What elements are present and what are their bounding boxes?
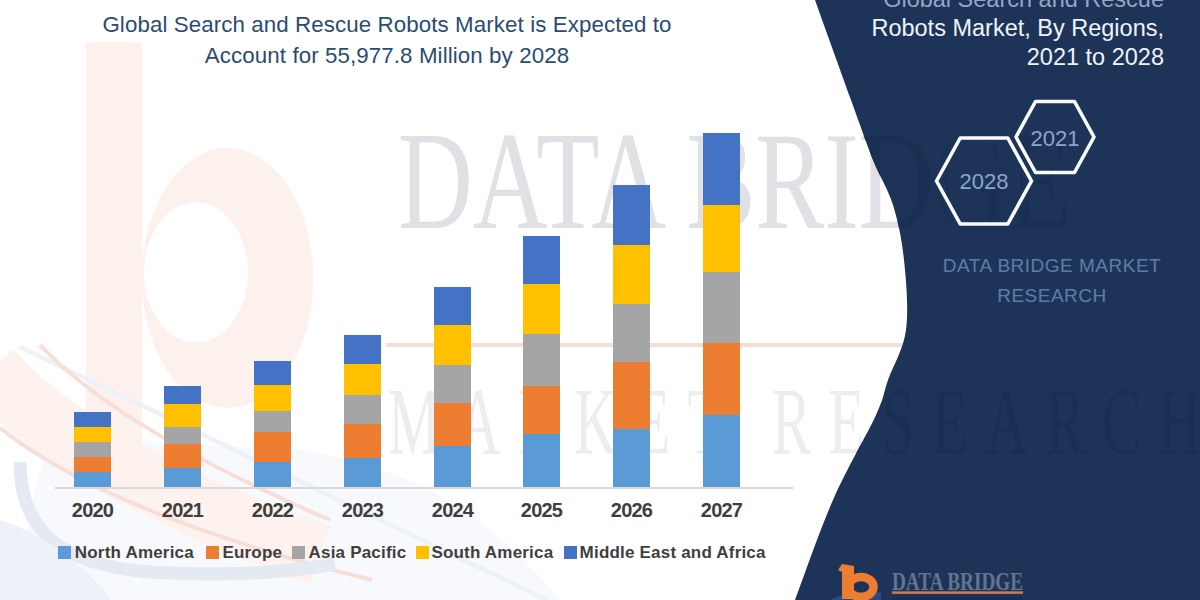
- svg-text:DATA BRIDGE: DATA BRIDGE: [892, 568, 1023, 595]
